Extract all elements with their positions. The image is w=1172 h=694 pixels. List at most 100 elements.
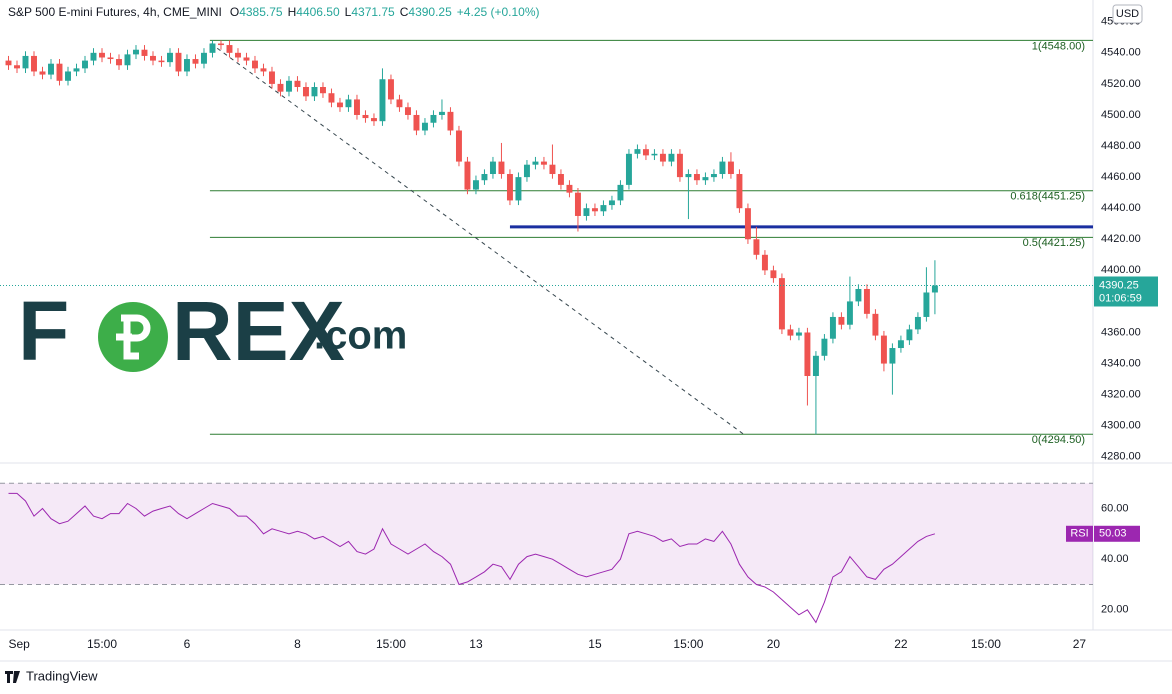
x-tick-label: 22 — [894, 637, 908, 651]
candle-body — [515, 177, 522, 201]
logo-text: REX — [172, 284, 345, 378]
candle-body — [277, 83, 284, 92]
candle-body — [702, 177, 709, 181]
candle-body — [362, 114, 369, 119]
candle-body — [676, 153, 683, 178]
rsi-value-box — [1094, 525, 1140, 542]
candle-body — [285, 80, 292, 92]
x-tick-label: 20 — [767, 637, 781, 651]
candle-body — [523, 164, 530, 178]
header-value: 4371.75 — [351, 5, 395, 19]
candle-body — [761, 254, 768, 271]
candle-body — [753, 239, 760, 255]
candle-body — [855, 288, 862, 302]
y-tick-label: 4420.00 — [1101, 233, 1141, 245]
candle-body — [532, 161, 539, 165]
candle-body — [82, 60, 88, 69]
logo: F REX .com — [18, 284, 407, 378]
x-tick-label: 27 — [1073, 637, 1087, 651]
candle-body — [829, 316, 836, 339]
candle-body — [404, 107, 411, 115]
candle-body — [413, 114, 420, 131]
candle-body — [14, 65, 20, 69]
logo-suffix: .com — [314, 314, 407, 358]
candle-body — [353, 99, 360, 115]
y-tick-label: 4360.00 — [1101, 326, 1141, 338]
rsi-name: RSI — [1070, 528, 1088, 540]
candle-body — [634, 149, 641, 154]
candle-body — [319, 87, 326, 94]
candle-body — [549, 164, 556, 175]
candle-body — [812, 355, 819, 376]
x-tick-label: 6 — [184, 637, 191, 651]
rsi-value: 50.03 — [1099, 528, 1127, 540]
rsi-name-box — [1066, 525, 1093, 542]
candle-body — [736, 174, 743, 209]
candle-body — [243, 57, 250, 61]
header-key: C — [400, 5, 409, 19]
candle-body — [906, 329, 913, 341]
candle-body — [192, 59, 199, 64]
candle-body — [158, 60, 165, 63]
candle-body — [430, 114, 437, 123]
price-tag-value: 4390.25 — [1099, 279, 1139, 291]
candle-body — [787, 329, 794, 336]
candle-body — [260, 68, 267, 72]
trend-line — [210, 43, 744, 435]
candle-body — [846, 301, 853, 325]
logo-text: F — [18, 284, 69, 378]
candle-body — [591, 208, 598, 212]
y-tick-label: 4440.00 — [1101, 202, 1141, 214]
x-tick-label: 13 — [469, 637, 483, 651]
candle-body — [804, 332, 811, 376]
candle-body — [489, 161, 496, 175]
candle-body — [540, 161, 547, 165]
candle-body — [838, 316, 845, 325]
candle-body — [218, 43, 224, 46]
candle-body — [133, 49, 139, 55]
currency: USD — [1116, 8, 1139, 20]
candle-body — [880, 335, 887, 364]
x-tick-label: 15:00 — [87, 637, 117, 651]
x-tick-label: 15:00 — [673, 637, 703, 651]
candle-body — [617, 184, 624, 201]
y-tick-label: 4320.00 — [1101, 389, 1141, 401]
candle-body — [209, 43, 216, 53]
candle-body — [447, 111, 454, 131]
candle-body — [897, 340, 904, 349]
candle-body — [235, 52, 241, 58]
candle-body — [931, 285, 938, 293]
x-tick-label: 15:00 — [971, 637, 1001, 651]
candle-body — [65, 71, 71, 81]
candle-body — [345, 99, 352, 108]
fib-label: 0(4294.50) — [1032, 434, 1085, 446]
candle-body — [506, 174, 513, 201]
candle-body — [685, 174, 692, 178]
candle-body — [651, 153, 658, 156]
header-key: H — [288, 5, 297, 19]
candle-body — [778, 278, 785, 330]
candle-body — [600, 205, 607, 212]
y-tick-label: 4400.00 — [1101, 264, 1141, 276]
candle-body — [48, 63, 54, 75]
candle-body — [226, 45, 233, 53]
candle-body — [574, 192, 581, 216]
header-value: 4390.25 — [408, 5, 452, 19]
header-value: 4406.50 — [296, 5, 340, 19]
header-value: 4385.75 — [239, 5, 283, 19]
candle-body — [201, 52, 207, 64]
candle-body — [889, 348, 896, 364]
candle-body — [370, 118, 377, 122]
candle-body — [719, 161, 726, 175]
y-tick-label: 4460.00 — [1101, 171, 1141, 183]
candle-body — [557, 174, 564, 185]
fib-label: 0.618(4451.25) — [1010, 191, 1085, 203]
candle-body — [727, 161, 734, 175]
candle-body — [659, 153, 666, 162]
y-tick-label: 20.00 — [1101, 604, 1129, 616]
y-tick-label: 4480.00 — [1101, 140, 1141, 152]
candle-body — [252, 60, 258, 69]
candle-body — [914, 316, 921, 330]
header-key: O — [230, 5, 239, 19]
